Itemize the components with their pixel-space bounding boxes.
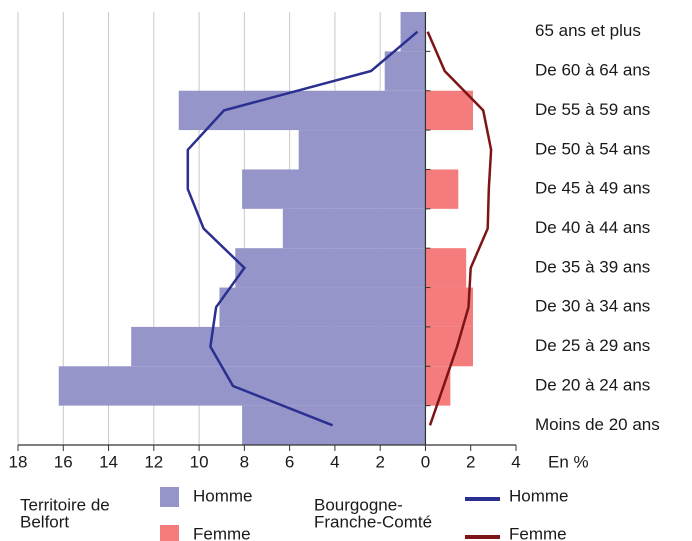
legend-label: Femme xyxy=(509,524,567,541)
bar xyxy=(425,169,459,209)
category-label: De 45 à 49 ans xyxy=(535,179,650,198)
category-label: 65 ans et plus xyxy=(535,21,641,40)
category-label: De 25 à 29 ans xyxy=(535,336,650,355)
legend-title: Belfort xyxy=(20,512,69,531)
legend-label: Homme xyxy=(193,486,253,505)
x-tick-label: 6 xyxy=(285,452,294,471)
bar xyxy=(131,326,426,367)
bar xyxy=(425,90,473,131)
x-unit: En % xyxy=(548,452,589,471)
bar xyxy=(282,208,426,249)
x-tick-label: 8 xyxy=(240,452,249,471)
line xyxy=(426,31,493,426)
x-tick-label: 16 xyxy=(54,452,73,471)
bar xyxy=(384,51,426,91)
bar xyxy=(219,287,426,327)
bar xyxy=(242,405,426,445)
legend-swatch xyxy=(160,525,179,541)
bar xyxy=(400,12,426,52)
category-label: De 55 à 59 ans xyxy=(535,100,650,119)
legend-label: Homme xyxy=(509,486,569,505)
line xyxy=(186,30,419,427)
legend-title: Franche-Comté xyxy=(314,512,432,531)
legend-title: Bourgogne- xyxy=(314,495,403,514)
legend-label: Femme xyxy=(193,524,251,541)
bar xyxy=(58,366,426,406)
bar xyxy=(425,287,473,327)
bar xyxy=(235,248,426,288)
bar xyxy=(178,90,426,131)
bar xyxy=(425,248,467,288)
bar xyxy=(242,169,426,209)
x-tick-label: 12 xyxy=(144,452,163,471)
category-label: De 35 à 39 ans xyxy=(535,257,650,276)
x-tick-label: 2 xyxy=(375,452,384,471)
x-tick-label: 10 xyxy=(190,452,209,471)
legend-title: Territoire de xyxy=(20,495,110,514)
x-tick-label: 0 xyxy=(421,452,430,471)
legend-swatch xyxy=(160,487,179,507)
category-label: De 40 à 44 ans xyxy=(535,218,650,237)
category-label: De 50 à 54 ans xyxy=(535,139,650,158)
x-tick-label: 18 xyxy=(9,452,28,471)
x-tick-label: 4 xyxy=(511,452,520,471)
x-tick-label: 4 xyxy=(330,452,339,471)
category-label: De 30 à 34 ans xyxy=(535,297,650,316)
x-tick-label: 14 xyxy=(99,452,118,471)
bar xyxy=(425,326,473,367)
bar xyxy=(298,130,426,170)
x-tick-label: 2 xyxy=(466,452,475,471)
category-label: Moins de 20 ans xyxy=(535,415,660,434)
category-label: De 60 à 64 ans xyxy=(535,61,650,80)
category-label: De 20 à 24 ans xyxy=(535,375,650,394)
